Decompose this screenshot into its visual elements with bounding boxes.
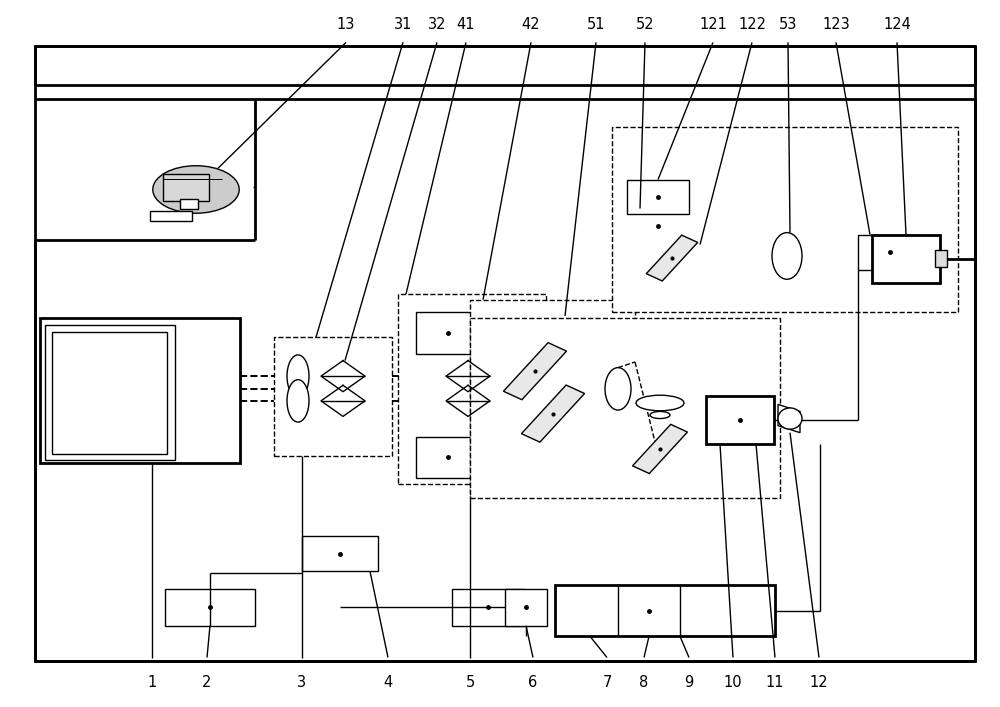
Bar xyxy=(416,437,479,478)
Text: 13: 13 xyxy=(337,16,355,32)
Text: 5: 5 xyxy=(465,675,475,691)
Text: 11: 11 xyxy=(766,675,784,691)
Polygon shape xyxy=(521,385,585,442)
Polygon shape xyxy=(503,343,567,399)
Bar xyxy=(398,294,546,484)
Bar xyxy=(45,325,175,460)
Bar xyxy=(150,211,192,221)
Text: 121: 121 xyxy=(699,16,727,32)
Bar xyxy=(627,209,689,244)
Text: 51: 51 xyxy=(587,16,605,32)
Text: 3: 3 xyxy=(297,675,307,691)
Ellipse shape xyxy=(153,165,239,214)
Text: 10: 10 xyxy=(724,675,742,691)
Polygon shape xyxy=(646,235,698,281)
Bar xyxy=(505,589,547,626)
Ellipse shape xyxy=(287,380,309,422)
Bar xyxy=(40,318,240,463)
Bar xyxy=(180,199,198,209)
Text: 53: 53 xyxy=(779,16,797,32)
Bar xyxy=(935,250,947,267)
Text: 6: 6 xyxy=(528,675,538,691)
Bar xyxy=(52,332,167,454)
Ellipse shape xyxy=(636,395,684,411)
Text: 31: 31 xyxy=(394,16,412,32)
Text: 42: 42 xyxy=(522,16,540,32)
Bar xyxy=(302,536,378,571)
Ellipse shape xyxy=(772,233,802,279)
Bar xyxy=(470,318,780,498)
Bar xyxy=(35,46,975,661)
Bar xyxy=(163,175,209,201)
Ellipse shape xyxy=(605,368,631,410)
Bar xyxy=(612,127,958,312)
Bar xyxy=(555,585,775,636)
Bar xyxy=(470,300,635,496)
Text: 124: 124 xyxy=(883,16,911,32)
Polygon shape xyxy=(778,404,800,433)
Text: 8: 8 xyxy=(639,675,649,691)
Text: 122: 122 xyxy=(738,16,766,32)
Text: 41: 41 xyxy=(457,16,475,32)
Ellipse shape xyxy=(650,411,670,419)
Text: 7: 7 xyxy=(602,675,612,691)
Bar xyxy=(416,312,479,354)
Bar xyxy=(274,337,392,456)
Bar xyxy=(872,235,940,283)
Bar xyxy=(452,589,524,626)
Ellipse shape xyxy=(778,408,802,429)
Text: 4: 4 xyxy=(383,675,393,691)
Text: 52: 52 xyxy=(636,16,654,32)
Text: 32: 32 xyxy=(428,16,446,32)
Bar xyxy=(165,589,255,626)
Polygon shape xyxy=(633,424,687,474)
Text: 2: 2 xyxy=(202,675,212,691)
Ellipse shape xyxy=(287,355,309,397)
Text: 9: 9 xyxy=(684,675,694,691)
Text: 123: 123 xyxy=(822,16,850,32)
Bar xyxy=(858,235,921,270)
Bar xyxy=(706,396,774,444)
Bar xyxy=(627,180,689,214)
Text: 1: 1 xyxy=(147,675,157,691)
Text: 12: 12 xyxy=(810,675,828,691)
